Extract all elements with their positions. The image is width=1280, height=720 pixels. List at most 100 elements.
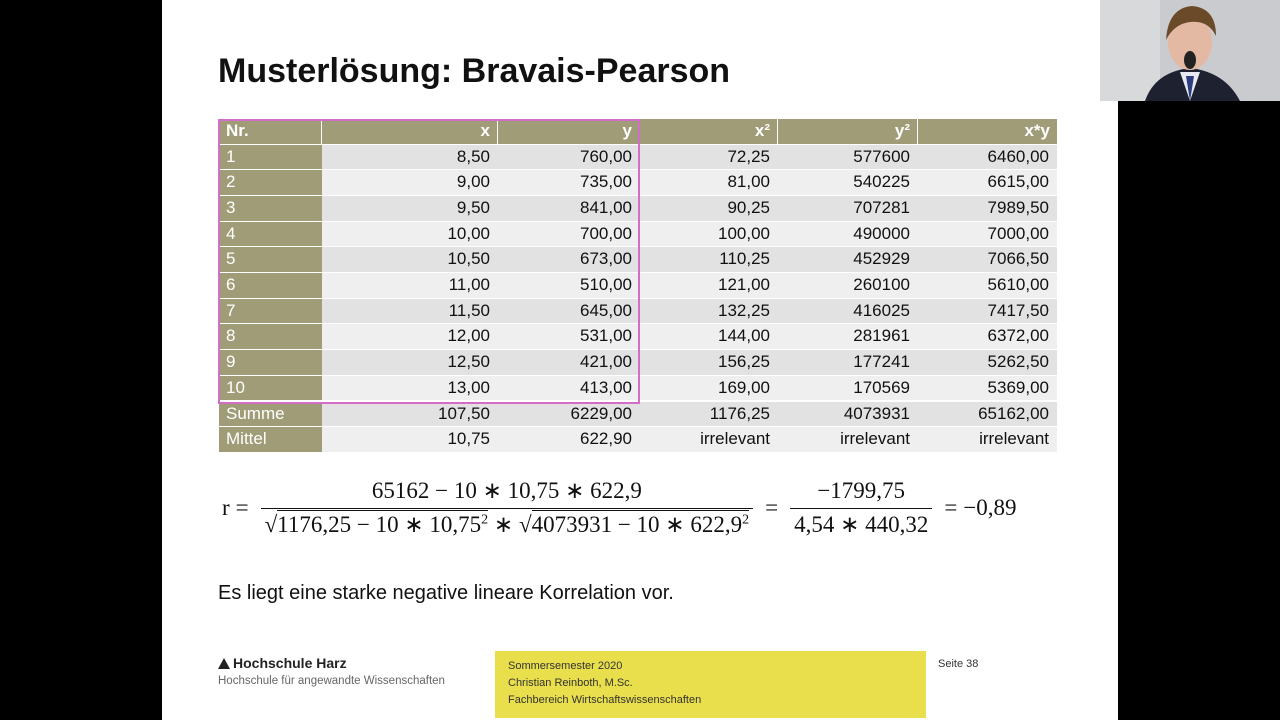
table-cell: 12,50 bbox=[322, 350, 498, 375]
row-label: 10 bbox=[219, 375, 322, 401]
table-cell: 7417,50 bbox=[918, 298, 1057, 324]
logo-text: Hochschule Harz bbox=[233, 655, 347, 671]
row-label: 8 bbox=[219, 324, 322, 350]
info-line: Sommersemester 2020 bbox=[508, 660, 623, 672]
table-cell: 413,00 bbox=[498, 375, 640, 401]
formula-equals: = bbox=[765, 495, 779, 520]
table-cell: 81,00 bbox=[640, 170, 778, 195]
header-cell: Nr. bbox=[219, 119, 321, 144]
table-cell: 540225 bbox=[778, 170, 918, 195]
table-cell: 90,25 bbox=[640, 195, 778, 221]
logo: Hochschule Harz bbox=[218, 655, 347, 671]
radical: 4073931 − 10 ∗ 622,92 bbox=[531, 510, 750, 537]
table-cell: 7066,50 bbox=[918, 247, 1057, 272]
table-cell: 5610,00 bbox=[918, 273, 1057, 298]
row-label: 9 bbox=[219, 350, 322, 375]
slide-title: Musterlösung: Bravais-Pearson bbox=[218, 52, 731, 90]
table-cell: 121,00 bbox=[640, 273, 778, 298]
table-cell: 700,00 bbox=[498, 221, 640, 247]
table-cell: 11,00 bbox=[322, 273, 498, 298]
logo-icon bbox=[218, 658, 230, 669]
header-cell: y bbox=[498, 119, 639, 144]
table-cell: 673,00 bbox=[498, 247, 640, 272]
table-cell: 6615,00 bbox=[918, 170, 1057, 195]
radicand: 1176,25 − 10 ∗ 10,75 bbox=[277, 512, 482, 537]
header-cell: x*y bbox=[918, 119, 1057, 144]
table-cell: 72,25 bbox=[640, 144, 778, 170]
table-cell: 144,00 bbox=[640, 324, 778, 350]
table-cell: 735,00 bbox=[498, 170, 640, 195]
table-cell: irrelevant bbox=[918, 427, 1057, 452]
table-cell: 490000 bbox=[778, 221, 918, 247]
table-cell: 531,00 bbox=[498, 324, 640, 350]
conclusion: Es liegt eine starke negative lineare Ko… bbox=[218, 582, 674, 604]
row-label: 3 bbox=[219, 195, 322, 221]
table-cell: 12,00 bbox=[322, 324, 498, 350]
table-cell: 5262,50 bbox=[918, 350, 1057, 375]
table-cell: 8,50 bbox=[322, 144, 498, 170]
table-cell: 760,00 bbox=[498, 144, 640, 170]
row-label: 2 bbox=[219, 170, 322, 195]
row-label: 1 bbox=[219, 144, 322, 170]
times: ∗ bbox=[493, 512, 514, 537]
fraction: −1799,75 4,54 ∗ 440,32 bbox=[790, 478, 933, 538]
table-cell: 707281 bbox=[778, 195, 918, 221]
row-label: 7 bbox=[219, 298, 322, 324]
table-cell: 156,25 bbox=[640, 350, 778, 375]
formula-lhs: r bbox=[222, 495, 230, 520]
table-cell: 10,50 bbox=[322, 247, 498, 272]
table-cell: 622,90 bbox=[498, 427, 640, 452]
table-cell: 10,75 bbox=[322, 427, 498, 452]
row-label: Mittel bbox=[219, 427, 322, 452]
info-line: Fachbereich Wirtschaftswissenschaften bbox=[508, 694, 702, 706]
info-line: Christian Reinboth, M.Sc. bbox=[508, 677, 633, 689]
table-cell: 645,00 bbox=[498, 298, 640, 324]
formula-equals: = bbox=[235, 495, 249, 520]
radical: 1176,25 − 10 ∗ 10,752 bbox=[277, 510, 489, 537]
row-label: 4 bbox=[219, 221, 322, 247]
table-cell: 107,50 bbox=[322, 401, 498, 427]
fraction: 65162 − 10 ∗ 10,75 ∗ 622,9 √1176,25 − 10… bbox=[260, 478, 754, 538]
table-cell: irrelevant bbox=[778, 427, 918, 452]
table-cell: 11,50 bbox=[322, 298, 498, 324]
table-cell: 177241 bbox=[778, 350, 918, 375]
table-cell: 281961 bbox=[778, 324, 918, 350]
exponent: 2 bbox=[742, 512, 750, 528]
table-cell: 9,00 bbox=[322, 170, 498, 195]
table-cell: 10,00 bbox=[322, 221, 498, 247]
row-label: 6 bbox=[219, 273, 322, 298]
table-cell: 132,25 bbox=[640, 298, 778, 324]
table-cell: 7000,00 bbox=[918, 221, 1057, 247]
header-cell: y² bbox=[778, 119, 917, 144]
table-cell: 841,00 bbox=[498, 195, 640, 221]
table-cell: 452929 bbox=[778, 247, 918, 272]
table-cell: 416025 bbox=[778, 298, 918, 324]
table-cell: 65162,00 bbox=[918, 401, 1057, 427]
info-box: Sommersemester 2020 Christian Reinboth, … bbox=[495, 651, 926, 718]
table-cell: 169,00 bbox=[640, 375, 778, 401]
logo-subtitle: Hochschule für angewandte Wissenschaften bbox=[218, 675, 445, 687]
table-cell: 577600 bbox=[778, 144, 918, 170]
table-cell: 100,00 bbox=[640, 221, 778, 247]
row-label: Summe bbox=[219, 401, 322, 427]
header-cell: x² bbox=[640, 119, 777, 144]
table-cell: 6460,00 bbox=[918, 144, 1057, 170]
table-cell: 110,25 bbox=[640, 247, 778, 272]
denominator: 4,54 ∗ 440,32 bbox=[790, 508, 933, 538]
webcam bbox=[1100, 0, 1280, 101]
table-cell: 4073931 bbox=[778, 401, 918, 427]
table-cell: 260100 bbox=[778, 273, 918, 298]
table-cell: 6229,00 bbox=[498, 401, 640, 427]
formula-equals: = bbox=[944, 495, 958, 520]
formula: r = 65162 − 10 ∗ 10,75 ∗ 622,9 √1176,25 … bbox=[222, 478, 1017, 538]
numerator: 65162 − 10 ∗ 10,75 ∗ 622,9 bbox=[371, 478, 642, 503]
header-cell: x bbox=[322, 119, 497, 144]
exponent: 2 bbox=[481, 512, 489, 528]
denominator: √1176,25 − 10 ∗ 10,752 ∗ √4073931 − 10 ∗… bbox=[260, 508, 754, 538]
page-number: Seite 38 bbox=[938, 658, 979, 670]
table-cell: 9,50 bbox=[322, 195, 498, 221]
table-cell: 6372,00 bbox=[918, 324, 1057, 350]
formula-result: −0,89 bbox=[963, 495, 1017, 520]
table-cell: 421,00 bbox=[498, 350, 640, 375]
table-cell: 13,00 bbox=[322, 375, 498, 401]
